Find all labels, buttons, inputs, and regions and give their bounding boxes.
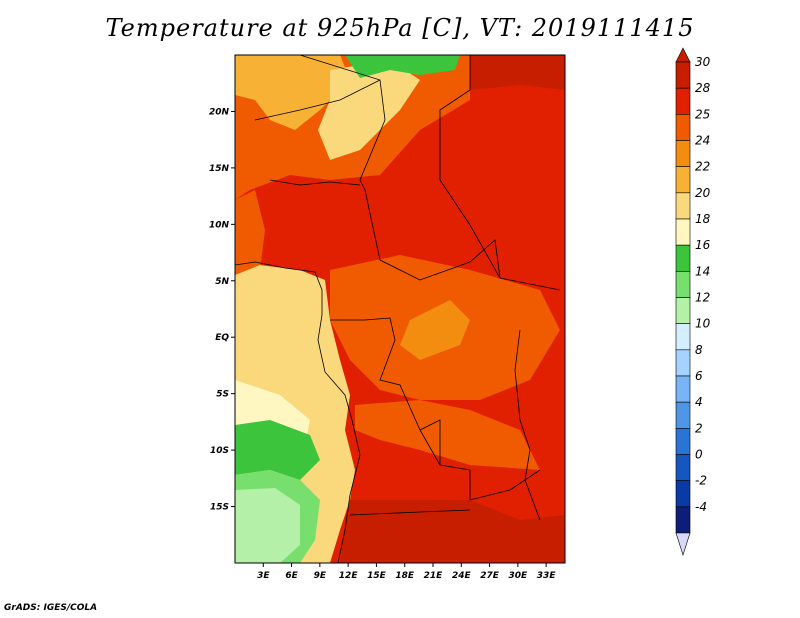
colorbar-label: 10 xyxy=(695,317,711,331)
border-south xyxy=(419,419,541,501)
colorbar-min-arrow xyxy=(675,532,691,556)
colorbar-swatch xyxy=(675,218,691,246)
field-deep-red-south xyxy=(340,500,565,563)
colorbar-swatch xyxy=(675,192,691,220)
border-rift xyxy=(514,329,541,521)
colorbar-label: 4 xyxy=(695,395,703,409)
x-tick-label: 12E xyxy=(339,571,359,581)
field-orange-west xyxy=(235,190,265,275)
coastline xyxy=(235,261,361,563)
colorbar-swatch xyxy=(675,375,691,403)
colorbar-swatch xyxy=(675,271,691,298)
colorbar-label: 6 xyxy=(695,369,703,383)
y-tick-label: 5N xyxy=(215,277,229,287)
temperature-field xyxy=(235,55,565,563)
field-deep-red-ne xyxy=(470,55,565,90)
field-green-southwest xyxy=(235,420,320,480)
borders xyxy=(235,55,561,563)
colorbar-swatch xyxy=(675,140,691,167)
border-sahel xyxy=(269,179,361,186)
y-axis-ticks: 20N 15N 10N 5N EQ 5S 10S 15S xyxy=(209,107,235,513)
map-frame xyxy=(234,54,566,564)
field-orange-south xyxy=(355,400,540,470)
colorbar-label: 28 xyxy=(695,81,711,95)
border-north xyxy=(254,79,381,121)
colorbar-label: -4 xyxy=(695,500,707,514)
colorbar-swatch xyxy=(675,87,691,115)
colorbar-label: 30 xyxy=(695,55,711,69)
colorbar-label: 2 xyxy=(695,421,703,435)
colorbar-label: 22 xyxy=(695,160,710,174)
colorbar-swatch xyxy=(675,454,691,481)
field-warm-yellow-nw xyxy=(235,55,350,130)
x-axis-ticks: 3E 6E 9E 12E 15E 18E 21E 24E 27E 30E 33E xyxy=(257,563,556,581)
border-east xyxy=(439,55,561,291)
colorbar-label: 20 xyxy=(695,186,711,200)
x-tick-label: 18E xyxy=(395,571,415,581)
x-tick-label: 27E xyxy=(480,571,500,581)
field-pale-yellow-north xyxy=(318,60,420,160)
colorbar-label: 12 xyxy=(695,291,710,305)
x-tick-label: 24E xyxy=(452,571,472,581)
y-tick-label: 5S xyxy=(216,390,229,400)
y-tick-label: 20N xyxy=(209,107,230,117)
x-tick-label: 6E xyxy=(285,571,298,581)
field-amber-central xyxy=(400,300,470,360)
colorbar-swatch xyxy=(675,166,691,194)
colorbar-swatch xyxy=(675,323,691,351)
colorbar-swatch xyxy=(675,114,691,141)
border-congo xyxy=(330,317,441,466)
y-tick-label: 10N xyxy=(209,220,230,230)
colorbar-label: 8 xyxy=(695,343,703,357)
colorbar-swatch xyxy=(675,61,691,89)
x-tick-label: 3E xyxy=(257,571,270,581)
colorbar-swatch xyxy=(675,297,691,324)
colorbar-label: 18 xyxy=(695,212,711,226)
y-tick-label: 10S xyxy=(210,446,229,456)
x-tick-label: 15E xyxy=(367,571,387,581)
credit-label: GrADS: IGES/COLA xyxy=(4,603,98,613)
y-tick-label: 15S xyxy=(210,503,229,513)
colorbar-label: 16 xyxy=(695,238,711,252)
border-central xyxy=(299,55,501,281)
colorbar-label: 0 xyxy=(695,448,703,462)
colorbar-swatch xyxy=(675,244,691,272)
colorbar-swatch xyxy=(675,480,691,508)
colorbar-label: 24 xyxy=(695,134,710,148)
chart-title: Temperature at 925hPa [C], VT: 201911141… xyxy=(105,14,695,42)
colorbar-swatch xyxy=(675,349,691,377)
colorbar-swatch xyxy=(675,428,691,455)
colorbar-swatch xyxy=(675,401,691,429)
colorbar-label: 25 xyxy=(695,107,710,121)
colorbar-label: 14 xyxy=(695,264,710,278)
field-green-north xyxy=(345,55,460,78)
colorbar-max-arrow xyxy=(675,47,691,63)
y-tick-label: 15N xyxy=(209,164,230,174)
x-tick-label: 21E xyxy=(424,571,444,581)
colorbar-swatch xyxy=(675,506,691,534)
x-tick-label: 33E xyxy=(537,571,557,581)
y-tick-label: EQ xyxy=(215,333,229,343)
x-tick-label: 9E xyxy=(314,571,327,581)
field-pale-green-southwest xyxy=(235,488,300,563)
x-tick-label: 30E xyxy=(509,571,529,581)
colorbar-label: -2 xyxy=(695,474,707,488)
border-southwest xyxy=(349,509,471,516)
